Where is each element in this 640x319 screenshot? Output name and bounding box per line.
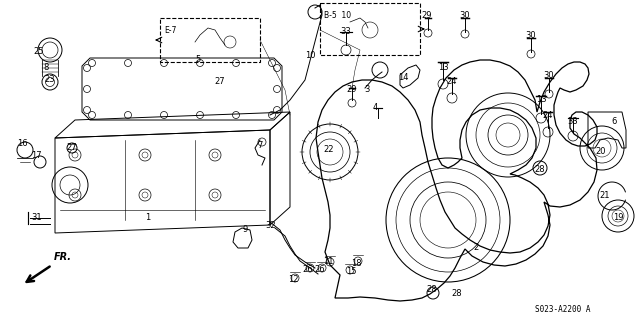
Text: 30: 30 [525,31,536,40]
Text: 21: 21 [600,191,611,201]
Text: 6: 6 [611,117,617,127]
Text: 28: 28 [452,288,462,298]
Text: 28: 28 [534,166,545,174]
Text: 5: 5 [195,56,200,64]
Text: FR.: FR. [54,252,72,262]
Text: 30: 30 [460,11,470,19]
Text: 29: 29 [347,85,357,94]
Text: 26: 26 [303,265,314,275]
Text: 18: 18 [351,258,362,268]
Text: 27: 27 [214,78,225,86]
Text: 19: 19 [612,213,623,222]
Text: 25: 25 [34,48,44,56]
Text: 9: 9 [243,226,248,234]
Text: 13: 13 [536,95,547,105]
Text: 11: 11 [323,257,333,266]
Text: 28: 28 [427,286,437,294]
Text: 24: 24 [543,110,553,120]
Text: 10: 10 [305,50,316,60]
Text: 29: 29 [422,11,432,19]
Text: 16: 16 [17,138,28,147]
Text: S023-A2200 A: S023-A2200 A [535,305,591,314]
Text: 22: 22 [324,145,334,154]
Text: 2: 2 [474,243,479,253]
Text: 24: 24 [447,78,457,86]
Text: 7: 7 [257,140,262,150]
Text: 1: 1 [145,213,150,222]
Text: 23: 23 [45,76,55,85]
Text: 15: 15 [346,268,356,277]
Text: 26: 26 [315,265,325,275]
Text: 33: 33 [340,27,351,36]
Text: 33: 33 [568,117,579,127]
Text: 13: 13 [438,63,448,71]
Text: 32: 32 [266,220,276,229]
Text: 8: 8 [44,63,49,72]
Text: 30: 30 [544,70,554,79]
Text: 3: 3 [364,85,370,94]
Text: 27: 27 [67,144,77,152]
Text: B-5  10: B-5 10 [324,11,351,20]
Text: 31: 31 [32,213,42,222]
Text: 14: 14 [397,73,408,83]
Text: 12: 12 [288,276,298,285]
Text: E-7: E-7 [164,26,177,35]
Text: 17: 17 [31,151,42,160]
Text: 4: 4 [372,103,378,113]
Text: 20: 20 [596,147,606,157]
